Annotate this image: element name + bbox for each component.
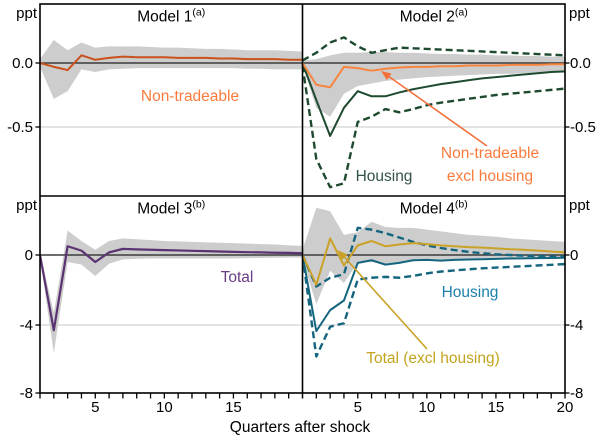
annotation-arrow-line <box>388 76 488 147</box>
x-tick-label: 15 <box>225 399 242 416</box>
panel-model4 <box>302 207 565 358</box>
x-tick-label: 15 <box>488 399 505 416</box>
series-label: Total (excl housing) <box>366 350 500 367</box>
panel-title-model1: Model 1(a) <box>137 7 205 26</box>
series-line <box>302 237 565 286</box>
series-label: Housing <box>356 168 413 185</box>
y-tick-label: -0.5 <box>570 119 596 136</box>
confidence-band <box>40 39 303 99</box>
annotation-arrow-head <box>338 250 348 261</box>
series-line <box>302 62 565 89</box>
series-line <box>302 254 565 333</box>
series-line <box>302 36 565 62</box>
y-tick-label: -0.5 <box>7 119 33 136</box>
panel-title-model2: Model 2(a) <box>400 7 468 26</box>
x-tick-label: 10 <box>156 399 173 416</box>
annotation-arrow-head <box>381 71 392 81</box>
confidence-band <box>40 230 303 353</box>
y-tick-label: -8 <box>20 385 33 402</box>
x-tick-label: 5 <box>91 399 99 416</box>
series-label: Non-tradeable <box>141 88 239 105</box>
confidence-band <box>302 52 565 117</box>
annotation-arrow-line <box>344 256 428 350</box>
series-label: Non-tradeable <box>441 145 539 162</box>
panel-title-model4: Model 4(b) <box>400 199 468 218</box>
series-label: Housing <box>442 284 499 301</box>
series-line <box>40 54 303 72</box>
series-line <box>302 226 565 288</box>
series-line <box>302 62 565 137</box>
y-tick-label: 0 <box>570 247 578 264</box>
series-line <box>302 254 565 358</box>
panel-title-model3: Model 3(b) <box>137 199 205 218</box>
x-axis-title: Quarters after shock <box>229 419 371 436</box>
series-line <box>40 245 303 332</box>
ppt-unit-label: ppt <box>569 5 591 22</box>
series-label: excl housing <box>447 168 533 185</box>
y-tick-label: 0.0 <box>12 55 33 72</box>
y-tick-label: -4 <box>20 317 33 334</box>
x-tick-label: 20 <box>557 399 574 416</box>
y-tick-label: -8 <box>570 385 583 402</box>
series-label: Total <box>221 269 254 286</box>
x-tick-label: 10 <box>418 399 435 416</box>
ppt-unit-label: ppt <box>16 5 38 22</box>
x-tick-label: 5 <box>354 399 362 416</box>
y-tick-label: -4 <box>570 317 583 334</box>
ppt-unit-label: ppt <box>569 197 591 214</box>
ppt-unit-label: ppt <box>16 197 38 214</box>
y-tick-label: 0.0 <box>570 55 591 72</box>
panel-model3 <box>40 230 303 353</box>
panel-model1 <box>40 39 303 128</box>
confidence-band <box>302 207 565 304</box>
y-tick-label: 0 <box>25 247 33 264</box>
panel-model2 <box>302 36 565 189</box>
